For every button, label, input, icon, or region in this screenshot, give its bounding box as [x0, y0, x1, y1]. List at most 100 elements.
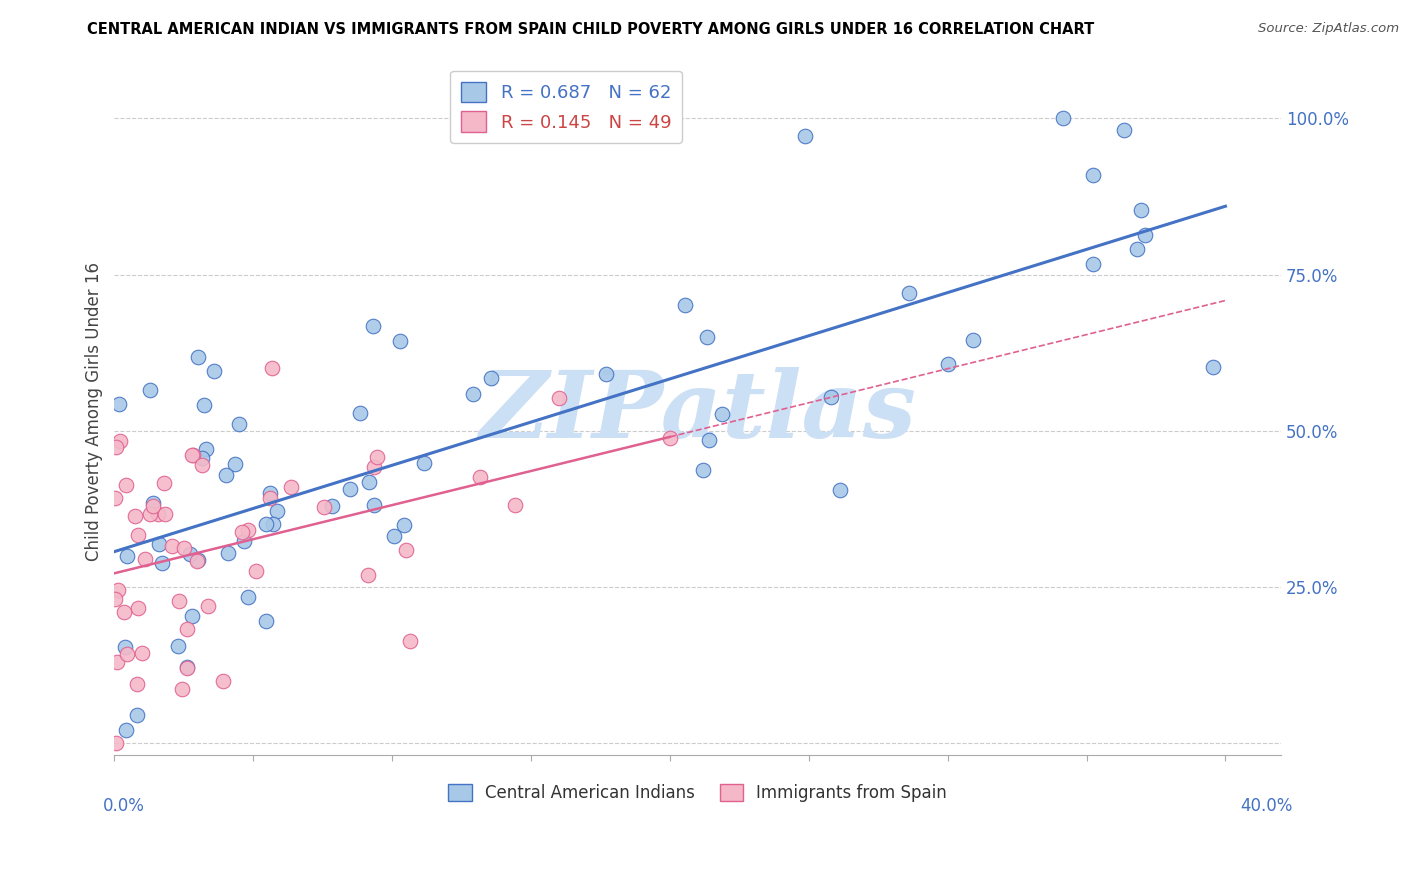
Y-axis label: Child Poverty Among Girls Under 16: Child Poverty Among Girls Under 16 — [86, 262, 103, 561]
Point — [212, 673, 235, 688]
Point — [413, 456, 436, 470]
Text: 40.0%: 40.0% — [1240, 797, 1292, 814]
Legend: Central American Indians, Immigrants from Spain: Central American Indians, Immigrants fro… — [441, 777, 953, 809]
Point — [176, 660, 198, 674]
Point — [124, 509, 146, 524]
Point — [547, 391, 569, 405]
Point — [1202, 360, 1225, 375]
Point — [217, 546, 239, 560]
Text: CENTRAL AMERICAN INDIAN VS IMMIGRANTS FROM SPAIN CHILD POVERTY AMONG GIRLS UNDER: CENTRAL AMERICAN INDIAN VS IMMIGRANTS FR… — [87, 22, 1094, 37]
Point — [190, 451, 212, 466]
Point — [793, 128, 815, 143]
Point — [363, 459, 385, 474]
Point — [1052, 112, 1074, 126]
Point — [231, 524, 253, 539]
Point — [187, 553, 209, 567]
Point — [266, 504, 288, 518]
Point — [194, 442, 217, 457]
Point — [114, 606, 136, 620]
Point — [197, 599, 219, 614]
Point — [245, 564, 267, 578]
Point — [215, 468, 238, 483]
Point — [191, 458, 214, 473]
Point — [142, 499, 165, 513]
Point — [139, 383, 162, 397]
Point — [673, 298, 696, 312]
Point — [1081, 256, 1104, 270]
Point — [479, 371, 502, 385]
Point — [107, 397, 129, 411]
Point — [1112, 123, 1135, 137]
Point — [696, 329, 718, 343]
Point — [820, 390, 842, 404]
Point — [357, 568, 380, 582]
Point — [503, 498, 526, 512]
Point — [1130, 203, 1153, 218]
Point — [162, 539, 184, 553]
Point — [193, 398, 215, 412]
Point — [179, 547, 201, 561]
Point — [382, 529, 405, 543]
Point — [361, 318, 384, 333]
Point — [259, 491, 281, 505]
Point — [260, 361, 283, 376]
Point — [186, 554, 208, 568]
Point — [468, 470, 491, 484]
Point — [146, 508, 169, 522]
Point — [399, 633, 422, 648]
Point — [658, 432, 681, 446]
Point — [108, 434, 131, 448]
Point — [155, 507, 177, 521]
Point — [142, 496, 165, 510]
Point — [115, 549, 138, 563]
Point — [152, 556, 174, 570]
Point — [125, 708, 148, 723]
Point — [394, 543, 416, 558]
Point — [115, 723, 138, 738]
Point — [314, 500, 336, 514]
Point — [897, 285, 920, 300]
Point — [187, 350, 209, 364]
Point — [134, 551, 156, 566]
Point — [711, 407, 734, 421]
Point — [936, 357, 959, 371]
Point — [105, 655, 128, 669]
Point — [228, 417, 250, 432]
Point — [236, 523, 259, 537]
Text: 0.0%: 0.0% — [103, 797, 145, 814]
Text: ZIPatlas: ZIPatlas — [479, 367, 917, 457]
Point — [204, 364, 226, 378]
Point — [180, 448, 202, 462]
Point — [105, 736, 128, 750]
Point — [125, 676, 148, 690]
Point — [962, 333, 984, 347]
Point — [339, 483, 361, 497]
Point — [107, 583, 129, 598]
Point — [176, 661, 198, 675]
Point — [349, 406, 371, 420]
Point — [115, 647, 138, 661]
Point — [366, 450, 388, 464]
Point — [254, 516, 277, 531]
Point — [259, 486, 281, 500]
Point — [167, 594, 190, 608]
Point — [359, 475, 381, 490]
Point — [463, 387, 485, 401]
Point — [697, 433, 720, 447]
Point — [170, 682, 193, 697]
Point — [280, 480, 302, 494]
Point — [1126, 242, 1149, 256]
Point — [1133, 228, 1156, 243]
Point — [131, 646, 153, 660]
Point — [167, 640, 190, 654]
Point — [692, 463, 714, 477]
Point — [181, 608, 204, 623]
Point — [181, 448, 204, 462]
Point — [173, 541, 195, 555]
Point — [363, 498, 385, 512]
Point — [595, 367, 617, 381]
Point — [114, 640, 136, 654]
Point — [176, 622, 198, 636]
Point — [233, 534, 256, 549]
Point — [254, 614, 277, 628]
